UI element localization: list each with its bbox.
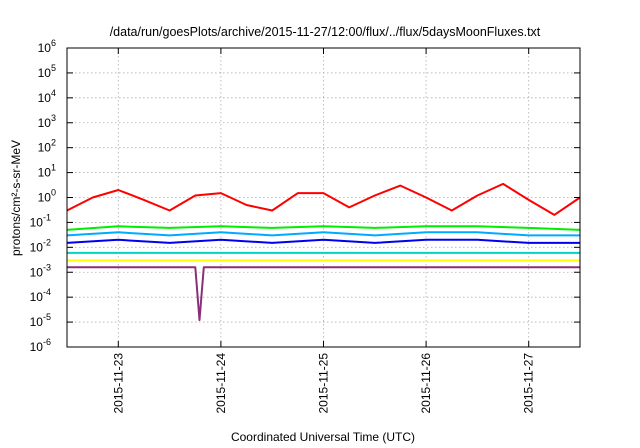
series-line-2 xyxy=(66,225,581,231)
y-tick-label: 104 xyxy=(38,88,56,105)
chart-title: /data/run/goesPlots/archive/2015-11-27/1… xyxy=(110,25,541,39)
series-line-1 xyxy=(66,182,581,216)
x-tick-label: 2015-11-27 xyxy=(522,353,536,414)
y-axis-label: protons/cm²-s-sr-MeV xyxy=(9,140,23,256)
y-tick-label: 106 xyxy=(38,38,56,55)
series-line-3 xyxy=(66,231,580,237)
x-tick-label: 2015-11-24 xyxy=(214,353,228,414)
x-tick-label: 2015-11-23 xyxy=(111,353,125,414)
y-tick-label: 10-4 xyxy=(30,287,51,304)
y-tick-label: 10-6 xyxy=(30,337,51,354)
y-tick-label: 105 xyxy=(38,63,56,80)
y-tick-label: 10-2 xyxy=(30,237,51,254)
series-line-4 xyxy=(66,238,580,244)
y-tick-label: 10-5 xyxy=(30,312,51,329)
x-tick-label: 2015-11-26 xyxy=(419,353,433,414)
y-tick-label: 103 xyxy=(38,113,56,130)
series-line-7 xyxy=(67,266,580,322)
y-tick-label: 101 xyxy=(38,163,56,180)
grid xyxy=(67,48,580,347)
plot-series xyxy=(66,182,581,322)
y-tick-label: 10-1 xyxy=(30,212,51,229)
y-tick-label: 100 xyxy=(38,188,56,205)
y-tick-label: 102 xyxy=(38,138,56,155)
x-axis-label: Coordinated Universal Time (UTC) xyxy=(231,430,415,444)
x-tick-label: 2015-11-25 xyxy=(317,353,331,414)
y-tick-label: 10-3 xyxy=(30,262,51,279)
